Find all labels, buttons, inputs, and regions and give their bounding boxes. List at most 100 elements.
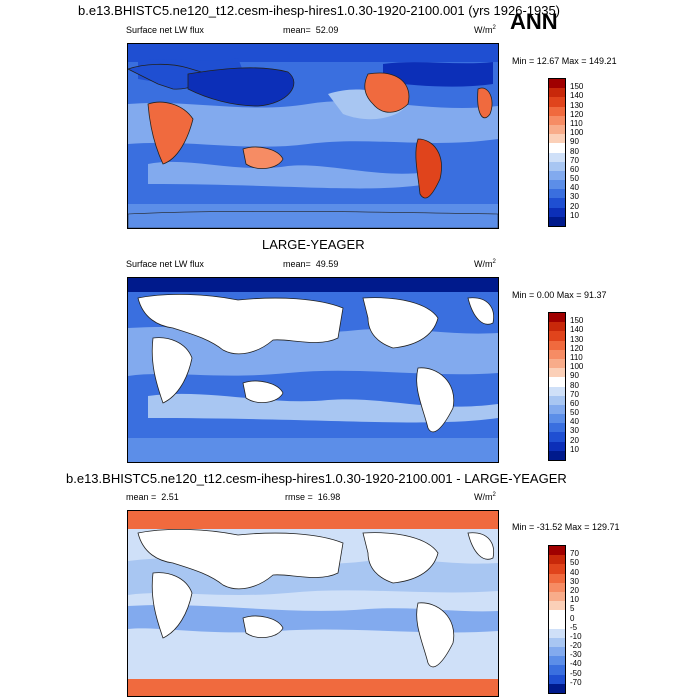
- colorbar-tick-label: 90: [570, 137, 579, 147]
- colorbar-tick-label: 60: [570, 164, 579, 174]
- colorbar-tick-label: -30: [570, 650, 582, 660]
- panel1-map: [127, 43, 499, 229]
- colorbar-tick-label: 50: [570, 558, 579, 568]
- colorbar-box: [549, 170, 565, 181]
- colorbar-tick-label: 70: [570, 549, 579, 559]
- colorbar-tick-label: -10: [570, 631, 582, 641]
- colorbar-box: [549, 683, 565, 693]
- colorbar-box: [549, 79, 565, 89]
- colorbar-tick-label: 130: [570, 100, 584, 110]
- colorbar-tick-label: 50: [570, 174, 579, 184]
- colorbar-tick-label: 130: [570, 334, 584, 344]
- panel2-minmax: Min = 0.00 Max = 91.37: [512, 290, 607, 300]
- panel3-title: b.e13.BHISTC5.ne120_t12.cesm-ihesp-hires…: [66, 471, 567, 486]
- colorbar-box: [549, 124, 565, 135]
- colorbar-box: [549, 134, 565, 144]
- colorbar-tick-label: -70: [570, 677, 582, 687]
- colorbar-tick-label: 30: [570, 576, 579, 586]
- colorbar-box: [549, 97, 565, 107]
- colorbar-box: [549, 88, 565, 98]
- panel2-mean: mean= 49.59: [283, 259, 339, 269]
- colorbar-box: [549, 377, 565, 387]
- colorbar-box: [549, 591, 565, 602]
- colorbar-box: [549, 115, 565, 125]
- season-label: ANN: [510, 9, 558, 34]
- colorbar-tick-label: 70: [570, 389, 579, 399]
- panel2-colorbar: [548, 312, 566, 461]
- colorbar-tick-label: 150: [570, 316, 584, 326]
- colorbar-tick-label: 90: [570, 371, 579, 381]
- colorbar-box: [549, 414, 565, 424]
- colorbar-tick-label: -20: [570, 641, 582, 651]
- colorbar-tick-label: -5: [570, 622, 578, 632]
- colorbar-box: [549, 423, 565, 433]
- colorbar-box: [549, 198, 565, 208]
- colorbar-box: [549, 207, 565, 217]
- colorbar-box: [549, 619, 565, 629]
- colorbar-tick-label: 20: [570, 585, 579, 595]
- colorbar-tick-label: 80: [570, 380, 579, 390]
- colorbar-tick-label: 40: [570, 567, 579, 577]
- colorbar-box: [549, 322, 565, 332]
- colorbar-tick-label: 140: [570, 325, 584, 335]
- colorbar-tick-label: 110: [570, 352, 583, 362]
- colorbar-tick-label: 60: [570, 398, 579, 408]
- colorbar-box: [549, 313, 565, 323]
- colorbar-tick-label: 150: [570, 82, 584, 92]
- panel2-colorbar-ticks: 150 140 130 120 110 100 90 80 70 60 50 40 30 20 10: [570, 312, 610, 459]
- colorbar-tick-label: 100: [570, 128, 584, 138]
- colorbar-box: [549, 216, 565, 226]
- panel1-units: W/m2: [474, 25, 496, 35]
- colorbar-box: [549, 189, 565, 199]
- panel3-colorbar-ticks: 70 50 40 30 20 10 5 0 -5 -10 -20 -30 -40 -50 -70: [570, 545, 610, 692]
- panel3-units: W/m2: [474, 492, 496, 502]
- colorbar-box: [549, 441, 565, 451]
- panel1-minmax: Min = 12.67 Max = 149.21: [512, 56, 617, 66]
- colorbar-tick-label: 40: [570, 417, 579, 427]
- colorbar-box: [549, 106, 565, 116]
- colorbar-tick-label: 120: [570, 343, 584, 353]
- panel2-units: W/m2: [474, 259, 496, 269]
- colorbar-box: [549, 610, 565, 620]
- colorbar-box: [549, 564, 565, 574]
- colorbar-tick-label: 10: [570, 595, 579, 605]
- colorbar-box: [549, 358, 565, 369]
- colorbar-box: [549, 404, 565, 415]
- colorbar-box: [549, 386, 565, 396]
- panel1-colorbar-ticks: 150 140 130 120 110 100 90 80 70 60 50 40 30 20 10: [570, 78, 610, 225]
- colorbar-tick-label: 5: [570, 604, 575, 614]
- colorbar-box: [549, 161, 565, 171]
- colorbar-box: [549, 450, 565, 460]
- panel3-minmax: Min = -31.52 Max = 129.71: [512, 522, 620, 532]
- colorbar-tick-label: 40: [570, 183, 579, 193]
- colorbar-tick-label: 80: [570, 146, 579, 156]
- panel1-mean: mean= 52.09: [283, 25, 339, 35]
- panel1-title: b.e13.BHISTC5.ne120_t12.cesm-ihesp-hires…: [78, 3, 561, 18]
- colorbar-box: [549, 368, 565, 378]
- panel3-mean: mean = 2.51: [126, 492, 179, 502]
- colorbar-tick-label: 10: [570, 444, 579, 454]
- colorbar-box: [549, 647, 565, 657]
- panel3-map: [127, 510, 499, 697]
- colorbar-box: [549, 656, 565, 666]
- colorbar-box: [549, 637, 565, 648]
- colorbar-tick-label: 120: [570, 109, 584, 119]
- panel1-colorbar: [548, 78, 566, 227]
- panel3-rmse: rmse = 16.98: [285, 492, 341, 502]
- colorbar-tick-label: 20: [570, 435, 579, 445]
- colorbar-box: [549, 601, 565, 611]
- colorbar-tick-label: 0: [570, 613, 575, 623]
- colorbar-box: [549, 349, 565, 359]
- colorbar-tick-label: 10: [570, 210, 579, 220]
- colorbar-tick-label: 30: [570, 192, 579, 202]
- panel1-var-label: Surface net LW flux: [126, 25, 204, 35]
- colorbar-box: [549, 628, 565, 638]
- colorbar-tick-label: 50: [570, 408, 579, 418]
- colorbar-box: [549, 340, 565, 350]
- colorbar-tick-label: 140: [570, 91, 584, 101]
- colorbar-box: [549, 331, 565, 341]
- colorbar-box: [549, 152, 565, 162]
- colorbar-tick-label: 30: [570, 426, 579, 436]
- colorbar-box: [549, 546, 565, 556]
- colorbar-box: [549, 395, 565, 405]
